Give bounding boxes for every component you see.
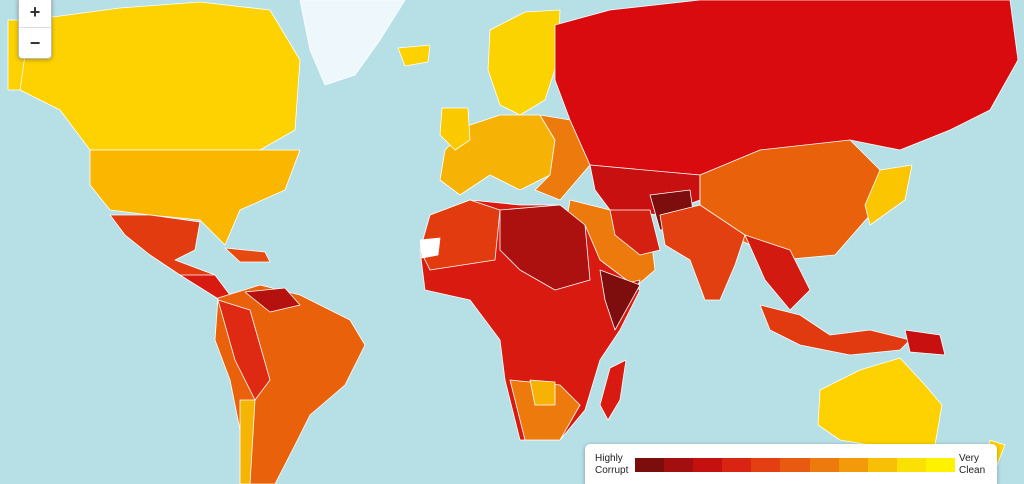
peru-bolivia — [217, 299, 271, 401]
legend-high-label: Very Clean — [959, 453, 986, 476]
legend-swatch — [925, 458, 956, 472]
zoom-out-button[interactable]: − — [19, 27, 51, 58]
legend-swatch — [751, 458, 781, 472]
madagascar — [599, 359, 627, 421]
se-asia — [744, 234, 811, 311]
zoom-control: + − — [18, 0, 52, 59]
scandinavia — [487, 9, 561, 116]
iran — [609, 209, 661, 256]
north-africa — [419, 199, 501, 271]
greenland — [299, 0, 406, 86]
legend-low-label: Highly Corrupt — [595, 453, 629, 476]
somalia — [599, 269, 641, 331]
legend-swatch — [780, 458, 810, 472]
botswana — [529, 379, 556, 406]
indonesia — [759, 304, 911, 356]
russia — [554, 0, 1019, 176]
chile — [239, 399, 256, 484]
uk — [439, 107, 471, 151]
sahel — [499, 204, 591, 291]
legend-swatch — [664, 458, 694, 472]
usa — [89, 149, 301, 246]
legend-swatch — [867, 458, 897, 472]
legend: Highly Corrupt Very Clean — [585, 444, 997, 484]
korea-japan — [864, 164, 913, 226]
iceland — [397, 44, 431, 67]
legend-swatch — [693, 458, 723, 472]
venezuela — [244, 287, 301, 313]
papua — [904, 329, 946, 356]
zoom-in-button[interactable]: + — [29, 2, 41, 22]
western-sahara — [419, 237, 441, 259]
legend-swatch — [635, 458, 665, 472]
legend-swatch — [809, 458, 839, 472]
australia — [817, 357, 943, 459]
legend-swatch — [838, 458, 868, 472]
legend-swatch — [896, 458, 926, 472]
india — [659, 204, 746, 301]
legend-swatch — [722, 458, 752, 472]
caribbean — [224, 247, 271, 263]
legend-scale — [635, 458, 956, 472]
